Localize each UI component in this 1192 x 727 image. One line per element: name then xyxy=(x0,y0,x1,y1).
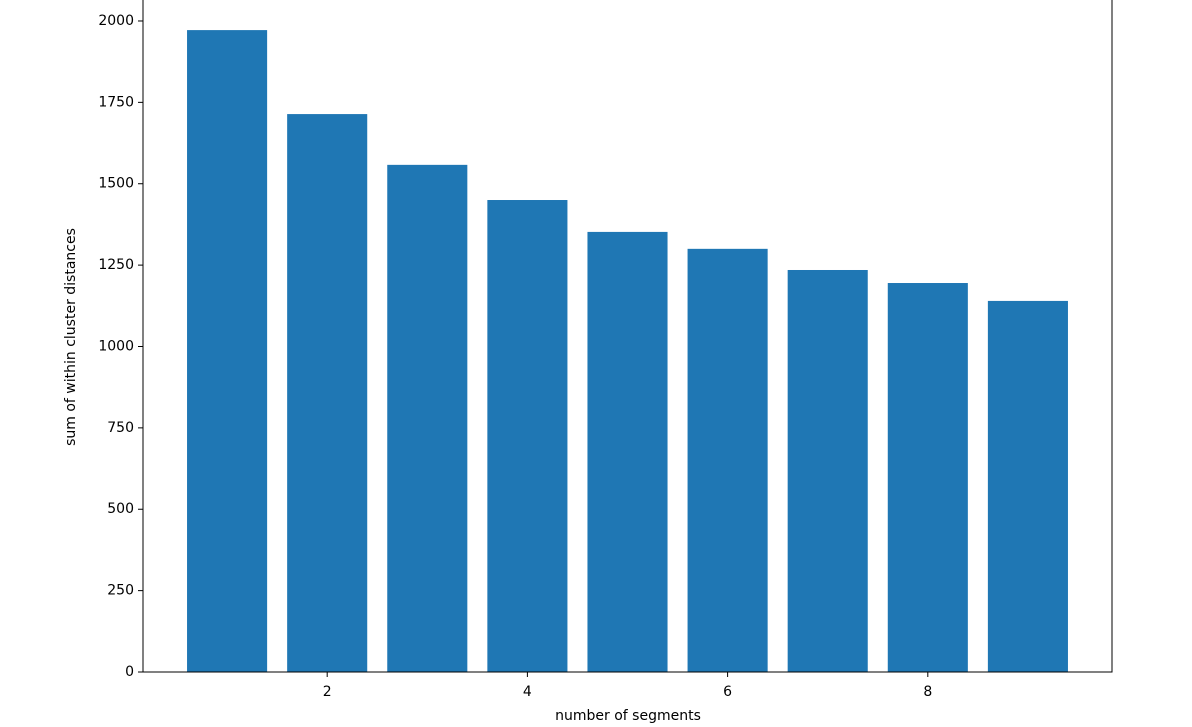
y-axis-label: sum of within cluster distances xyxy=(63,228,79,446)
y-tick-label: 750 xyxy=(107,420,134,436)
bar xyxy=(287,114,368,673)
y-tick-label: 500 xyxy=(107,501,134,517)
bar xyxy=(987,300,1068,672)
bar xyxy=(887,283,968,672)
bar xyxy=(587,231,668,672)
y-tick-label: 2000 xyxy=(98,13,134,29)
y-tick-label: 1750 xyxy=(98,94,134,110)
x-tick-label: 4 xyxy=(523,684,532,700)
x-tick-label: 2 xyxy=(323,684,332,700)
bar xyxy=(387,164,468,672)
y-tick-label: 0 xyxy=(125,664,134,680)
bar xyxy=(787,269,868,672)
y-tick-label: 250 xyxy=(107,583,134,599)
x-tick-label: 6 xyxy=(723,684,732,700)
bar xyxy=(487,200,568,672)
bar xyxy=(187,30,268,673)
y-tick-label: 1000 xyxy=(98,338,134,354)
y-tick-label: 1500 xyxy=(98,176,134,192)
x-tick-label: 8 xyxy=(923,684,932,700)
plot-frame xyxy=(142,0,1113,673)
y-tick-label: 1250 xyxy=(98,257,134,273)
bar xyxy=(687,248,768,672)
x-axis-label: number of segments xyxy=(555,708,701,724)
